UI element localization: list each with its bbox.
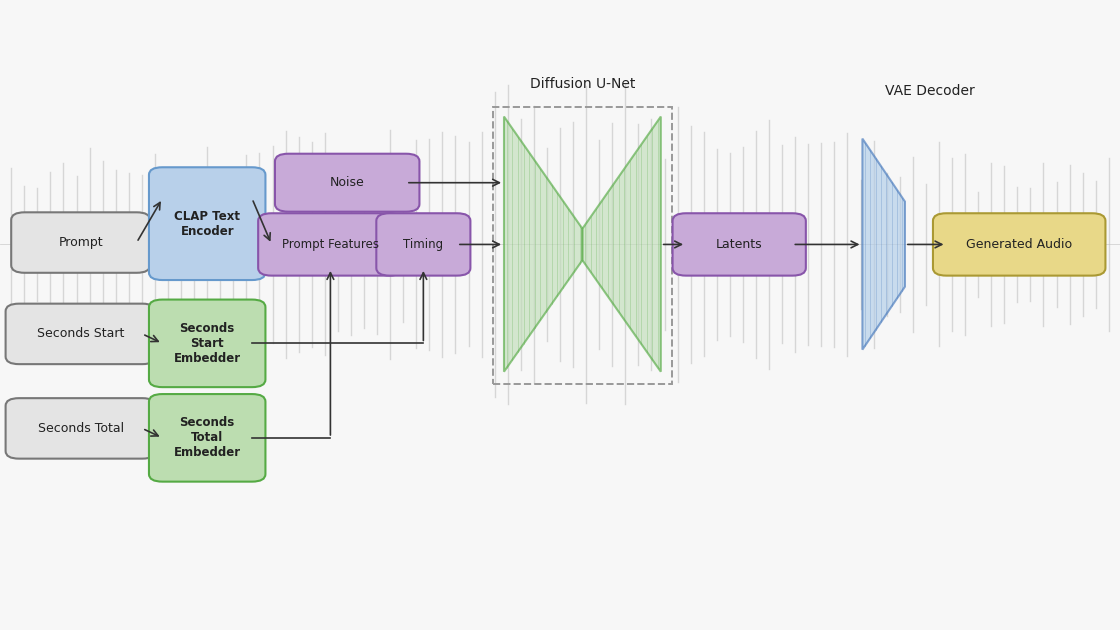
FancyBboxPatch shape bbox=[274, 154, 419, 212]
Text: Diffusion U-Net: Diffusion U-Net bbox=[530, 77, 635, 91]
Text: Prompt: Prompt bbox=[58, 236, 103, 249]
Text: Latents: Latents bbox=[716, 238, 763, 251]
Text: Noise: Noise bbox=[329, 176, 365, 189]
Text: Prompt Features: Prompt Features bbox=[282, 238, 379, 251]
Text: Seconds
Start
Embedder: Seconds Start Embedder bbox=[174, 322, 241, 365]
Text: Generated Audio: Generated Audio bbox=[967, 238, 1072, 251]
Polygon shape bbox=[582, 117, 661, 372]
FancyBboxPatch shape bbox=[149, 300, 265, 387]
Text: Timing: Timing bbox=[403, 238, 444, 251]
Text: Seconds Total: Seconds Total bbox=[38, 422, 123, 435]
FancyBboxPatch shape bbox=[933, 213, 1105, 276]
FancyBboxPatch shape bbox=[11, 212, 150, 273]
Text: Seconds
Total
Embedder: Seconds Total Embedder bbox=[174, 416, 241, 459]
FancyBboxPatch shape bbox=[6, 304, 156, 364]
Text: Seconds Start: Seconds Start bbox=[37, 328, 124, 340]
FancyBboxPatch shape bbox=[672, 213, 806, 276]
Polygon shape bbox=[862, 139, 905, 350]
Polygon shape bbox=[504, 117, 582, 372]
FancyBboxPatch shape bbox=[6, 398, 156, 459]
Text: VAE Decoder: VAE Decoder bbox=[885, 84, 974, 98]
Text: CLAP Text
Encoder: CLAP Text Encoder bbox=[175, 210, 240, 238]
FancyBboxPatch shape bbox=[258, 213, 403, 276]
FancyBboxPatch shape bbox=[149, 394, 265, 481]
FancyBboxPatch shape bbox=[376, 213, 470, 276]
FancyBboxPatch shape bbox=[149, 168, 265, 280]
